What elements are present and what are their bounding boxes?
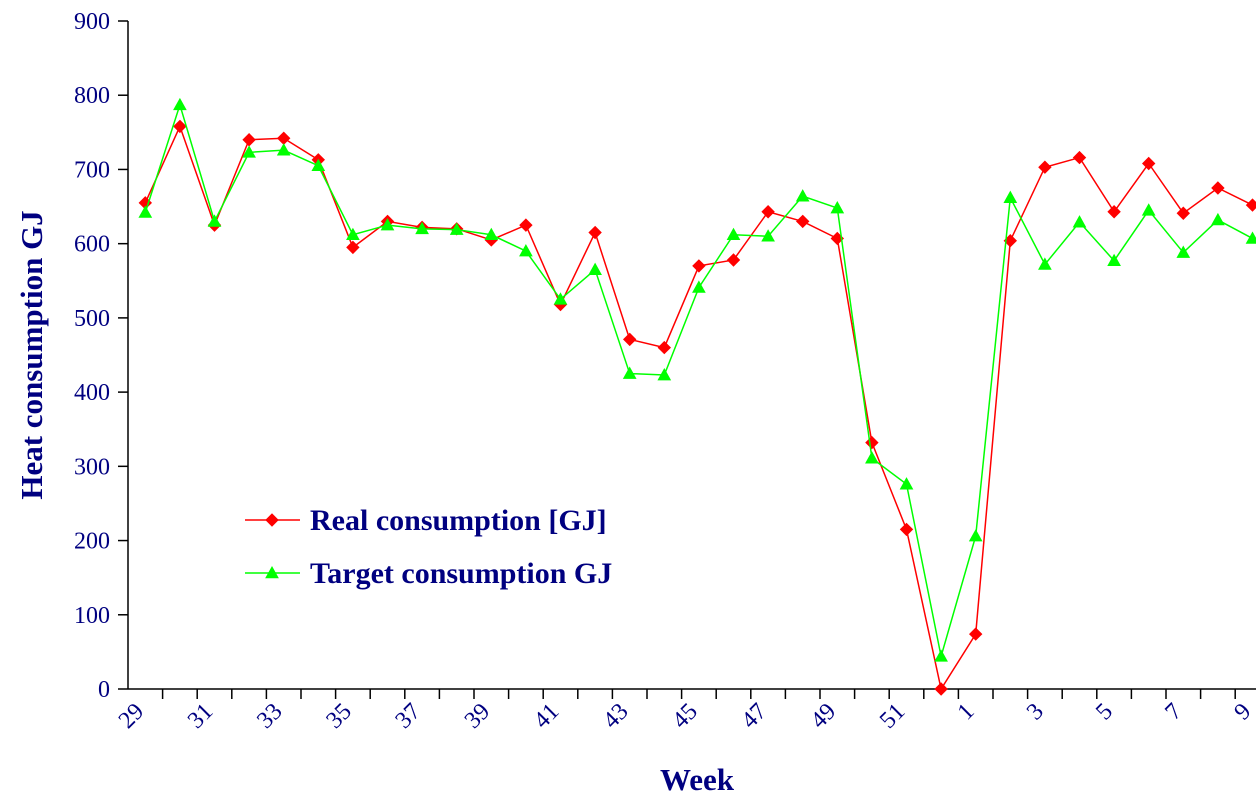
data-point [795, 214, 810, 229]
data-point [588, 262, 602, 275]
data-point [346, 227, 360, 241]
data-point [346, 240, 360, 255]
data-point [1038, 257, 1052, 270]
legend-text: Real consumption [GJ] [310, 504, 607, 537]
x-tick-label: 3 [1022, 699, 1049, 726]
x-tick-label: 39 [460, 699, 495, 734]
data-point [588, 225, 602, 240]
data-point [415, 221, 429, 235]
data-point [934, 682, 948, 696]
data-point [207, 214, 222, 227]
data-point [553, 292, 568, 305]
data-point [1245, 231, 1256, 244]
data-point [1176, 245, 1191, 258]
data-point [1072, 150, 1087, 165]
data-point [242, 133, 256, 147]
data-point [1245, 198, 1256, 212]
data-point [276, 131, 291, 145]
x-tick-label: 33 [252, 699, 287, 734]
data-point [761, 229, 775, 242]
data-point [899, 522, 914, 537]
x-tick-label: 47 [737, 699, 772, 734]
x-tick-label: 51 [875, 699, 910, 734]
data-point [692, 259, 706, 273]
data-point [622, 332, 637, 347]
data-point [1003, 190, 1018, 203]
legend-marker [265, 565, 279, 579]
x-tick-label: 1 [953, 699, 980, 726]
data-point [1038, 160, 1052, 174]
data-point [1072, 215, 1087, 228]
legend-text: Target consumption GJ [310, 557, 612, 590]
x-tick-label: 29 [114, 699, 149, 734]
data-point [519, 218, 533, 232]
x-tick-label: 37 [391, 699, 426, 734]
data-point [968, 529, 983, 542]
data-point [484, 227, 499, 241]
data-point [519, 244, 533, 257]
data-point [865, 435, 879, 450]
x-tick-label: 7 [1160, 699, 1187, 726]
data-point [1211, 212, 1225, 226]
data-point [622, 366, 637, 379]
y-tick-label: 500 [74, 306, 110, 332]
x-tick-label: 41 [529, 699, 564, 734]
y-tick-label: 600 [74, 232, 110, 258]
x-tick-label: 49 [806, 699, 841, 734]
y-tick-label: 700 [74, 157, 110, 183]
data-point [830, 201, 845, 214]
data-point [934, 649, 948, 662]
data-point [380, 218, 395, 231]
x-tick-label: 45 [667, 699, 702, 734]
data-point [138, 205, 153, 218]
y-tick-label: 800 [74, 83, 110, 109]
y-tick-label: 400 [74, 380, 110, 406]
y-tick-label: 300 [74, 454, 110, 480]
data-point [449, 222, 464, 235]
data-point [692, 280, 706, 293]
y-tick-label: 900 [74, 9, 110, 35]
data-point [968, 627, 983, 641]
data-point [311, 158, 326, 172]
legend-marker [265, 513, 279, 527]
data-point [1141, 156, 1156, 171]
data-point [1107, 205, 1121, 219]
data-point [657, 368, 672, 381]
x-axis-title: Week [660, 762, 735, 797]
data-point [173, 97, 187, 111]
data-point [726, 253, 741, 267]
data-point [173, 119, 187, 134]
y-axis-title: Heat consumption GJ [14, 210, 49, 499]
x-tick-label: 31 [183, 699, 218, 734]
data-point [657, 340, 672, 355]
data-point [1107, 253, 1121, 267]
data-point [1176, 206, 1191, 220]
data-point [242, 145, 256, 158]
data-point [726, 227, 741, 241]
data-point [276, 143, 291, 156]
x-tick-label: 9 [1230, 699, 1256, 726]
data-point [795, 189, 810, 202]
x-tick-label: 5 [1091, 699, 1118, 726]
y-tick-label: 100 [74, 603, 110, 629]
y-tick-label: 0 [98, 677, 110, 703]
x-tick-label: 43 [598, 699, 633, 734]
series-line [144, 124, 1253, 691]
x-tick-label: 35 [321, 699, 356, 734]
data-point [1141, 203, 1156, 216]
data-point [865, 451, 879, 464]
y-tick-label: 200 [74, 529, 110, 555]
data-point [1211, 181, 1225, 195]
data-point [761, 205, 775, 219]
data-point [899, 477, 914, 490]
